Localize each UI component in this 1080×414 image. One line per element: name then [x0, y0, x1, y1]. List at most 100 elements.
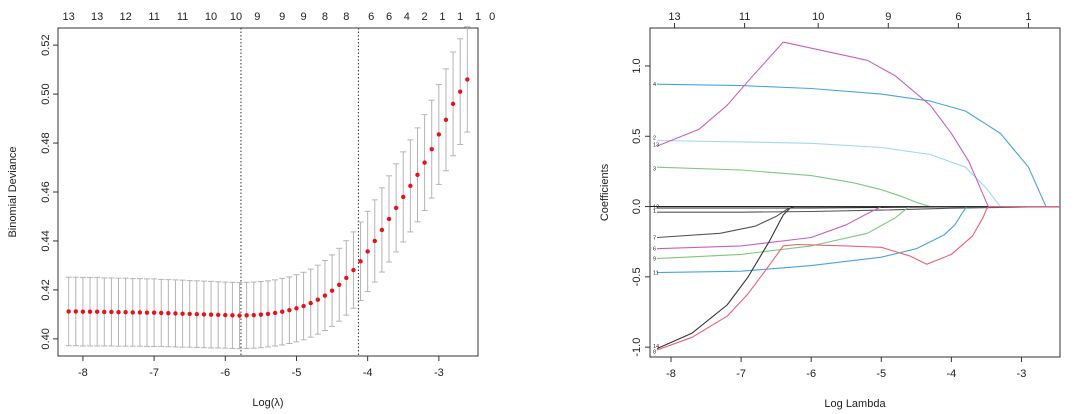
top-axis-label: 1 — [1025, 11, 1031, 23]
top-axis-label: 6 — [368, 11, 374, 23]
data-point — [109, 309, 114, 315]
data-point — [265, 311, 271, 317]
top-axis-label: 6 — [386, 11, 392, 23]
path-label: 13 — [653, 143, 659, 149]
x-tick-label: -8 — [78, 367, 88, 379]
data-point — [87, 309, 93, 314]
coef-path-5 — [656, 41, 1060, 208]
x-tick-label: -4 — [363, 367, 373, 379]
top-axis-label: 9 — [885, 11, 891, 23]
data-point — [130, 310, 135, 315]
data-point — [287, 308, 292, 313]
path-label: 1 — [653, 209, 656, 215]
data-point — [379, 227, 385, 233]
data-point — [187, 311, 192, 317]
x-axis-title: Log Lambda — [824, 398, 886, 410]
data-point — [365, 249, 370, 254]
data-point — [422, 160, 427, 165]
data-point — [73, 309, 78, 314]
data-point — [351, 267, 356, 273]
y-tick-label: 0.50 — [40, 83, 52, 104]
coef-path-14 — [656, 206, 1060, 350]
top-axis-label: 10 — [205, 11, 217, 23]
y-tick-label: 0.42 — [40, 279, 52, 300]
path-label: 2 — [653, 136, 656, 142]
path-label: 14 — [653, 344, 659, 350]
x-tick-label: -6 — [220, 367, 230, 379]
y-tick-label: -0.5 — [631, 267, 643, 286]
top-axis-label: 9 — [279, 11, 285, 23]
y-tick-label: 0.0 — [631, 199, 643, 214]
data-point — [308, 300, 313, 306]
y-tick-label: 0.48 — [40, 132, 52, 153]
top-axis-label: 13 — [91, 11, 103, 23]
data-point — [294, 306, 299, 311]
data-point — [166, 310, 171, 316]
data-point — [415, 172, 420, 178]
data-point — [94, 309, 100, 314]
data-point — [201, 312, 207, 317]
data-point — [408, 183, 413, 189]
coefficient-path-plot: -8 -7 -6 -5 -4 -3-1.0-0.50.00.51.013 11 10 9 6 1Lo… — [599, 11, 1061, 410]
top-axis-label: 11 — [148, 11, 159, 23]
top-axis-label: 10 — [230, 11, 242, 23]
top-axis-label: 8 — [343, 11, 349, 23]
coef-path-7 — [656, 206, 1060, 239]
y-tick-label: 0.5 — [631, 129, 643, 144]
data-point — [215, 312, 221, 318]
data-point — [386, 216, 392, 222]
data-point — [301, 303, 306, 309]
top-axis-label: 11 — [739, 11, 750, 23]
x-tick-label: -4 — [946, 368, 956, 380]
path-label: 12 — [653, 205, 659, 211]
data-point — [66, 309, 71, 314]
coef-path-3 — [656, 166, 1060, 208]
y-tick-label: 0.52 — [40, 34, 52, 55]
coef-path-6 — [656, 206, 1060, 250]
data-point — [180, 311, 185, 316]
top-axis-label: 1 — [439, 11, 445, 23]
data-point — [237, 313, 242, 318]
coef-path-11 — [656, 206, 1060, 274]
data-point — [450, 101, 456, 107]
top-axis-label: 1 — [457, 11, 463, 23]
data-point — [230, 313, 235, 318]
top-axis-label: 2 — [422, 11, 428, 23]
data-point — [315, 297, 321, 302]
data-point — [258, 312, 264, 317]
x-tick-label: -8 — [666, 368, 676, 380]
y-tick-label: 0.44 — [40, 230, 52, 251]
data-point — [80, 309, 86, 314]
path-label: 7 — [653, 235, 656, 241]
coef-path-9 — [656, 206, 1060, 260]
y-tick-label: 0.46 — [40, 181, 52, 202]
top-axis-label: 13 — [668, 11, 680, 23]
data-point — [393, 205, 399, 211]
top-axis-label: 8 — [322, 11, 328, 23]
data-point — [159, 310, 164, 316]
path-label: 3 — [653, 167, 656, 173]
data-point — [344, 275, 349, 281]
x-tick-label: -7 — [149, 367, 159, 379]
data-point — [208, 312, 214, 317]
coef-path-4 — [656, 83, 1060, 208]
coef-path-8 — [656, 206, 1060, 351]
deviance-plot: -8 -7 -6 -5 -4 -3 0.40 0.42 0.44 0.46 0.48 0.50 0.52… — [7, 11, 495, 409]
top-axis-label: 10 — [812, 11, 824, 23]
top-axis-label: 4 — [404, 11, 410, 23]
path-label: 9 — [653, 257, 656, 263]
data-point — [322, 293, 328, 298]
data-point — [401, 194, 406, 200]
x-tick-label: -3 — [434, 367, 444, 379]
path-label: 4 — [653, 82, 656, 88]
y-axis-title: Binomial Deviance — [7, 146, 19, 237]
path-label: 6 — [653, 247, 656, 253]
coef-path-13 — [656, 139, 1060, 208]
data-point — [372, 238, 377, 244]
y-tick-label: 0.40 — [40, 328, 52, 349]
data-point — [244, 313, 249, 318]
x-tick-label: -5 — [292, 367, 302, 379]
y-tick-label: 1.0 — [631, 58, 643, 73]
top-axis-label: 11 — [177, 11, 188, 23]
x-axis-title: Log(λ) — [252, 397, 283, 409]
